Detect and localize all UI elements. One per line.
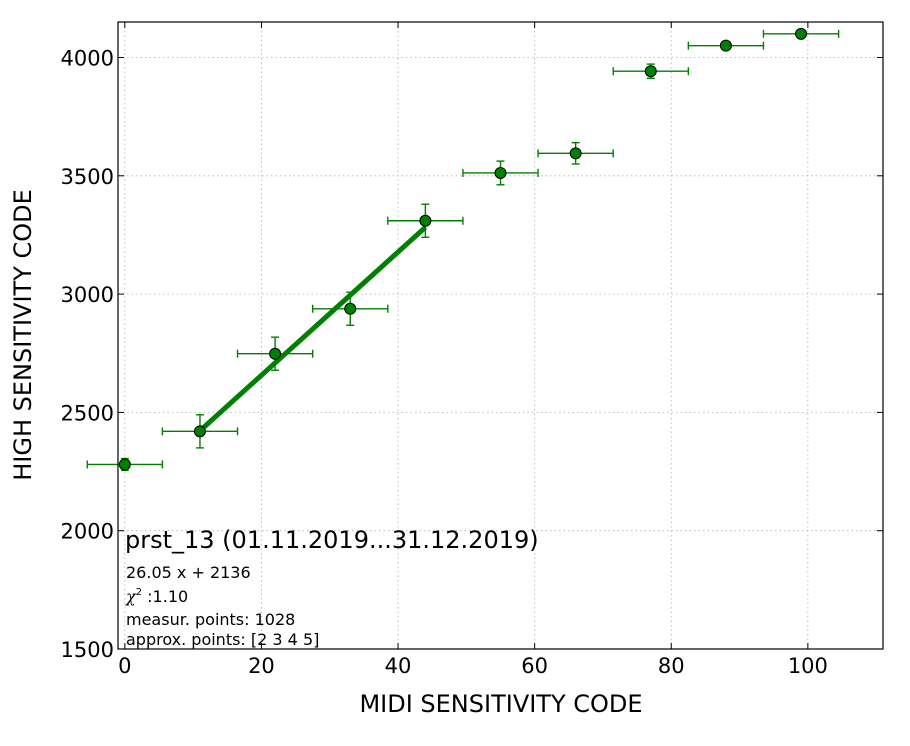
x-tick-label: 40 xyxy=(385,654,412,678)
ticks: 0 20 40 60 80 100 1500 2000 2500 3000 3500 4000 xyxy=(61,22,883,678)
data-point xyxy=(719,39,732,52)
data-point xyxy=(118,458,131,471)
y-axis-label: HIGH SENSITIVITY CODE xyxy=(9,189,37,481)
x-tick-label: 20 xyxy=(248,654,275,678)
annotation-chi: χ2 :1.10 xyxy=(125,587,188,606)
data-point xyxy=(795,27,808,40)
data-point xyxy=(193,425,206,438)
data-point xyxy=(569,147,582,160)
chi-symbol: χ xyxy=(125,587,137,606)
grid xyxy=(118,22,883,649)
x-axis-label: MIDI SENSITIVITY CODE xyxy=(359,690,642,718)
annotation-equation: 26.05 x + 2136 xyxy=(126,563,251,582)
x-tick-label: 80 xyxy=(658,654,685,678)
fit-line-group xyxy=(198,225,428,433)
y-tick-label: 1500 xyxy=(61,638,114,662)
x-tick-label: 0 xyxy=(118,654,131,678)
plot-frame xyxy=(117,21,884,650)
chi-superscript: 2 xyxy=(136,587,142,598)
y-tick-label: 2000 xyxy=(61,520,114,544)
annotation-measur: measur. points: 1028 xyxy=(126,610,295,629)
y-tick-label: 3500 xyxy=(61,165,114,189)
x-tick-label: 100 xyxy=(788,654,828,678)
data-point xyxy=(419,214,432,227)
y-tick-label: 4000 xyxy=(61,46,114,70)
y-tick-label: 2500 xyxy=(61,401,114,425)
data-point xyxy=(494,166,507,179)
y-tick-label: 3000 xyxy=(61,283,114,307)
chi-value: :1.10 xyxy=(142,587,188,606)
data-points xyxy=(118,27,808,471)
fit-line xyxy=(198,225,428,433)
annotation-title: prst_13 (01.11.2019...31.12.2019) xyxy=(125,526,539,554)
x-tick-label: 60 xyxy=(521,654,548,678)
data-point xyxy=(269,347,282,360)
annotation-box: prst_13 (01.11.2019...31.12.2019) 26.05 … xyxy=(125,526,539,649)
annotation-approx: approx. points: [2 3 4 5] xyxy=(126,630,319,649)
data-point xyxy=(344,302,357,315)
data-point xyxy=(644,65,657,78)
